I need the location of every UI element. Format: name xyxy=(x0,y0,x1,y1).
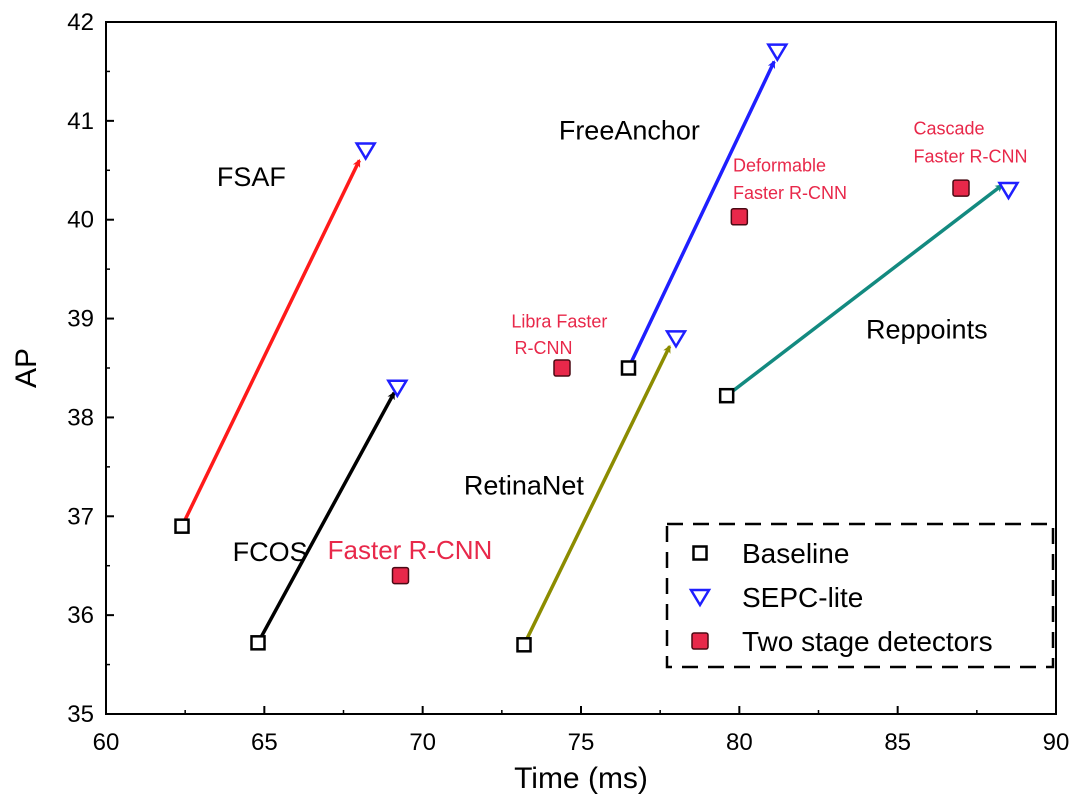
y-tick-label: 38 xyxy=(67,404,94,431)
annotations-layer: FSAF FCOS RetinaNet FreeAnchor Reppoints Fast… xyxy=(217,116,1028,567)
x-axis-label: Time (ms) xyxy=(514,762,648,795)
annotation-label: Reppoints xyxy=(866,314,988,344)
data-point xyxy=(730,207,749,226)
data-point xyxy=(664,330,688,349)
data-point xyxy=(354,142,377,161)
data-point xyxy=(516,637,532,653)
legend-label: SEPC-lite xyxy=(742,582,863,613)
annotation-label: FreeAnchor xyxy=(559,116,700,146)
axes-layer: 60 65 70 75 80 85 90 35 36 37 38 39 40 41 42 xyxy=(67,9,1069,756)
data-point xyxy=(250,635,266,651)
y-tick-label: 37 xyxy=(67,503,94,530)
improvement-arrow xyxy=(725,183,1004,398)
x-tick-label: 70 xyxy=(409,729,436,756)
annotation-label: Libra Faster xyxy=(511,311,607,331)
data-point xyxy=(553,359,571,377)
data-point xyxy=(620,360,637,376)
legend-marker xyxy=(691,632,709,650)
improvement-arrow xyxy=(626,60,776,369)
data-point xyxy=(386,379,409,399)
annotation-label: FCOS xyxy=(233,537,308,567)
x-tick-label: 75 xyxy=(568,729,595,756)
data-point xyxy=(997,181,1020,201)
x-tick-label: 80 xyxy=(726,729,753,756)
points-layer xyxy=(174,43,1020,653)
y-tick-label: 36 xyxy=(67,602,94,629)
x-tick-label: 90 xyxy=(1043,729,1070,756)
x-tick-label: 85 xyxy=(884,729,911,756)
legend-marker xyxy=(692,545,708,561)
y-tick-label: 42 xyxy=(67,9,94,36)
legend-label: Baseline xyxy=(742,538,849,569)
data-point xyxy=(718,387,735,404)
arrows-layer xyxy=(180,60,1004,646)
y-tick-label: 35 xyxy=(67,701,94,728)
annotation-label: R-CNN xyxy=(515,338,573,358)
improvement-arrow xyxy=(180,159,361,527)
y-tick-label: 39 xyxy=(67,306,94,333)
annotation-label: Faster R-CNN xyxy=(914,146,1028,166)
x-tick-label: 65 xyxy=(251,729,278,756)
x-tick-label: 60 xyxy=(93,729,120,756)
y-tick-label: 41 xyxy=(67,108,94,135)
improvement-arrow xyxy=(256,391,396,644)
annotation-label: RetinaNet xyxy=(464,471,585,501)
data-point xyxy=(391,566,410,585)
data-point xyxy=(766,43,789,63)
annotation-label: Deformable xyxy=(733,155,826,175)
legend: Baseline SEPC-lite Two stage detectors xyxy=(665,522,1055,669)
y-axis-label: AP xyxy=(10,348,43,388)
data-point xyxy=(174,518,190,534)
annotation-label: Faster R-CNN xyxy=(328,535,493,565)
improvement-arrow xyxy=(522,344,672,646)
annotation-label: Faster R-CNN xyxy=(733,183,847,203)
legend-marker xyxy=(688,588,712,608)
annotation-label: FSAF xyxy=(217,162,286,192)
legend-label: Two stage detectors xyxy=(742,626,993,657)
y-tick-label: 40 xyxy=(67,207,94,234)
legend-box xyxy=(665,522,1055,669)
annotation-label: Cascade xyxy=(914,119,985,139)
data-point xyxy=(952,179,970,197)
